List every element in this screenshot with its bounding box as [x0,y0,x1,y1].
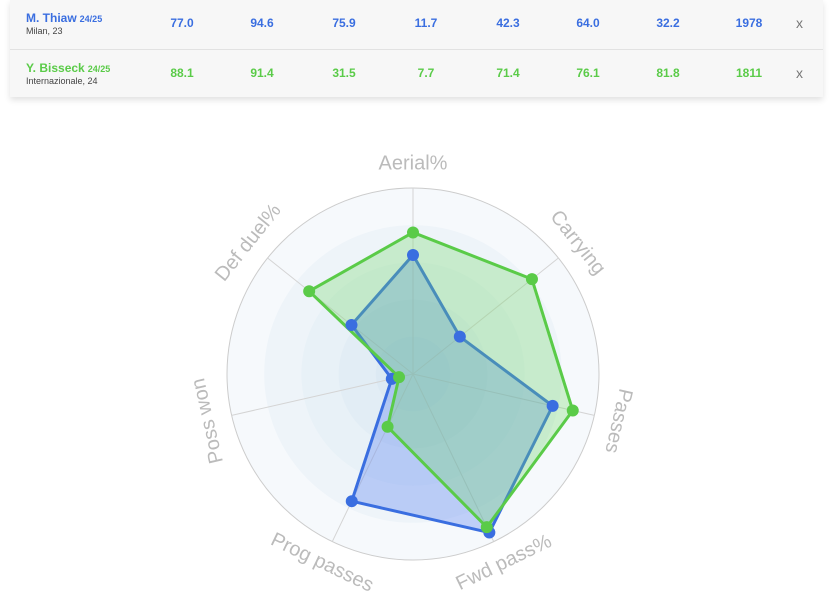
player-row: Y. Bisseck 24/25 Internazionale, 24 88.1 91.… [10,49,823,98]
stat-value: 75.9 [332,16,356,30]
stat-value: 64.0 [576,16,600,30]
stat-value: 91.4 [250,66,274,80]
data-point [345,318,358,331]
remove-button[interactable]: x [796,15,803,31]
axis-label: Passes [600,386,636,455]
radar-spoke [331,373,414,542]
stat-value: 31.5 [332,66,356,80]
data-point [303,285,316,298]
data-point [381,420,394,433]
player-name: M. Thiaw 24/25 [26,11,102,25]
radar-spoke [231,373,414,416]
data-point [525,273,538,286]
comparison-card: M. Thiaw 24/25 Milan, 23 77.0 94.6 75.9 11.7 42… [10,0,823,97]
stat-value: 71.4 [496,66,520,80]
data-point [546,399,559,412]
season: 24/25 [79,14,103,24]
radar-spoke [412,373,495,542]
stat-value: 1978 [735,16,763,30]
radar-spoke [267,257,414,375]
player-row: M. Thiaw 24/25 Milan, 23 77.0 94.6 75.9 11.7 42… [10,0,823,48]
stat-value: 81.8 [656,66,680,80]
data-point [407,248,419,261]
stat-value: 32.2 [656,16,680,30]
stat-value: 94.6 [250,16,274,30]
data-point [566,404,579,417]
stat-value: 76.1 [576,66,600,80]
data-point [345,495,358,508]
remove-button[interactable]: x [796,65,803,81]
data-point [407,226,419,239]
name: Y. Bisseck [26,61,85,75]
player-area [349,252,555,535]
stat-value: 42.3 [496,16,520,30]
name: M. Thiaw [26,11,77,25]
stat-value: 7.7 [417,66,435,80]
stat-value: 88.1 [170,66,194,80]
player-info: Internazionale, 24 [26,76,98,86]
stat-value: 11.7 [414,16,438,30]
axis-label: Poss won [187,376,228,465]
season: 24/25 [87,64,111,74]
data-point [480,521,493,534]
axis-label: Aerial% [379,152,448,174]
data-point [393,371,406,384]
data-point [453,330,466,343]
stat-value: 1811 [735,66,763,80]
radar-spoke [412,373,595,416]
stat-value: 77.0 [170,16,194,30]
player-name: Y. Bisseck 24/25 [26,61,110,75]
player-info: Milan, 23 [26,26,63,36]
player-area [306,230,575,530]
